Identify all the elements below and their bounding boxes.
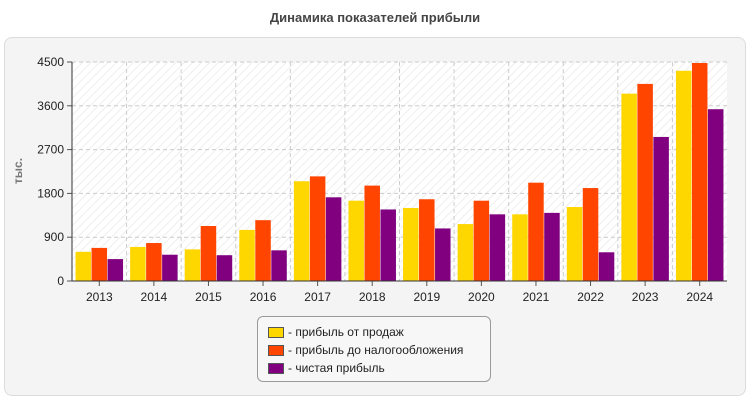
legend-label-sales-profit: - прибыль от продаж	[288, 325, 404, 339]
bar-2023-series-2	[637, 83, 653, 282]
bar-2013-series-3	[107, 259, 124, 281]
bar-2016-series-2	[255, 220, 271, 281]
bar-2022-series-3	[598, 252, 615, 281]
bar-2020-series-2	[473, 200, 490, 281]
x-tick-label: 2021	[523, 290, 550, 304]
x-tick-label: 2019	[413, 290, 440, 304]
bar-2023-series-3	[653, 136, 669, 281]
bar-2020-series-3	[489, 214, 506, 281]
bar-2022-series-2	[582, 188, 599, 281]
y-tick-label: 0	[57, 274, 64, 288]
bar-2018-series-3	[380, 209, 396, 281]
bar-2019-series-2	[419, 199, 435, 281]
bar-2013-series-1	[75, 251, 92, 281]
bar-2021-series-2	[528, 182, 544, 281]
bar-2018-series-1	[348, 200, 364, 281]
x-tick-label: 2018	[359, 290, 386, 304]
bar-2014-series-2	[146, 243, 162, 281]
bar-2015-series-1	[184, 249, 201, 281]
legend-label-net-profit: - чистая прибыль	[288, 361, 385, 375]
x-tick-label: 2013	[86, 290, 113, 304]
y-axis-label: тыс.	[11, 158, 25, 184]
bar-2013-series-2	[91, 247, 108, 281]
bar-2014-series-1	[130, 246, 146, 281]
axes-group: 0 900 1800 2700 3600 4500 2013 2014 2015 2016 2017…	[37, 55, 727, 304]
y-tick-label: 4500	[37, 55, 64, 69]
legend-swatch-net-profit	[268, 362, 284, 374]
legend: - прибыль от продаж - прибыль до налогоо…	[257, 316, 491, 382]
legend-swatch-sales-profit	[268, 326, 284, 338]
bar-2024-series-3	[707, 109, 724, 281]
bar-2021-series-1	[512, 214, 528, 281]
y-tick-label: 900	[44, 230, 64, 244]
bars-group	[75, 62, 724, 282]
y-tick-label: 2700	[37, 143, 64, 157]
y-tick-label: 1800	[37, 186, 64, 200]
bar-2022-series-1	[566, 207, 583, 281]
bar-2024-series-1	[675, 70, 692, 281]
x-tick-label: 2016	[250, 290, 277, 304]
bar-2020-series-1	[457, 224, 474, 281]
legend-swatch-pretax-profit	[268, 344, 284, 356]
bar-2017-series-3	[325, 197, 342, 281]
bar-2019-series-1	[403, 208, 419, 281]
bar-2018-series-2	[364, 185, 380, 281]
bar-2024-series-2	[691, 62, 708, 282]
legend-item-sales-profit: - прибыль от продаж	[268, 323, 490, 341]
chart-title: Динамика показателей прибыли	[269, 10, 481, 25]
x-tick-label: 2023	[632, 290, 659, 304]
x-tick-label: 2014	[141, 290, 168, 304]
bar-2017-series-1	[293, 181, 310, 281]
legend-item-net-profit: - чистая прибыль	[268, 359, 490, 377]
y-tick-label: 3600	[37, 99, 64, 113]
bar-2014-series-3	[162, 254, 178, 281]
bar-2019-series-3	[435, 228, 451, 281]
x-tick-label: 2020	[468, 290, 495, 304]
bar-2015-series-3	[216, 255, 233, 281]
legend-label-pretax-profit: - прибыль до налогообложения	[288, 343, 464, 357]
x-tick-label: 2022	[577, 290, 604, 304]
bar-2016-series-1	[239, 229, 255, 281]
bar-2021-series-3	[544, 212, 560, 281]
x-tick-label: 2017	[304, 290, 331, 304]
bar-2023-series-1	[621, 93, 637, 281]
bar-2015-series-2	[200, 226, 217, 281]
bar-2017-series-2	[309, 176, 326, 281]
x-tick-label: 2024	[686, 290, 713, 304]
grid-lines	[72, 61, 727, 281]
legend-item-pretax-profit: - прибыль до налогообложения	[268, 341, 490, 359]
x-tick-label: 2015	[195, 290, 222, 304]
bar-2016-series-3	[271, 250, 287, 281]
